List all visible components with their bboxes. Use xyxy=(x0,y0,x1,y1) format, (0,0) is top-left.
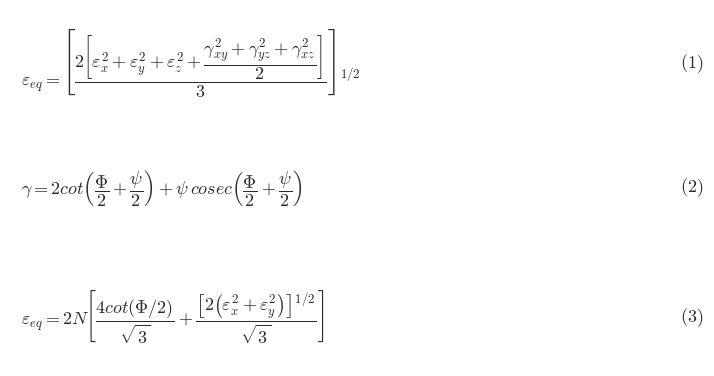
Text: $\varepsilon_{eq} = 2N\left[\dfrac{4cot(\Phi/2)}{\sqrt{3}} + \dfrac{\left[2\left: $\varepsilon_{eq} = 2N\left[\dfrac{4cot(… xyxy=(21,289,325,346)
Text: $\gamma = 2cot\left(\dfrac{\Phi}{2} + \dfrac{\psi}{2}\right) + \psi\,cosec\left(: $\gamma = 2cot\left(\dfrac{\Phi}{2} + \d… xyxy=(21,168,303,208)
Text: $(1)$: $(1)$ xyxy=(680,53,703,75)
Text: $(2)$: $(2)$ xyxy=(680,177,703,199)
Text: $(3)$: $(3)$ xyxy=(680,306,703,329)
Text: $\varepsilon_{eq} = \left[\dfrac{2\left[\varepsilon_x^2 + \varepsilon_y^2 + \var: $\varepsilon_{eq} = \left[\dfrac{2\left[… xyxy=(21,29,361,99)
